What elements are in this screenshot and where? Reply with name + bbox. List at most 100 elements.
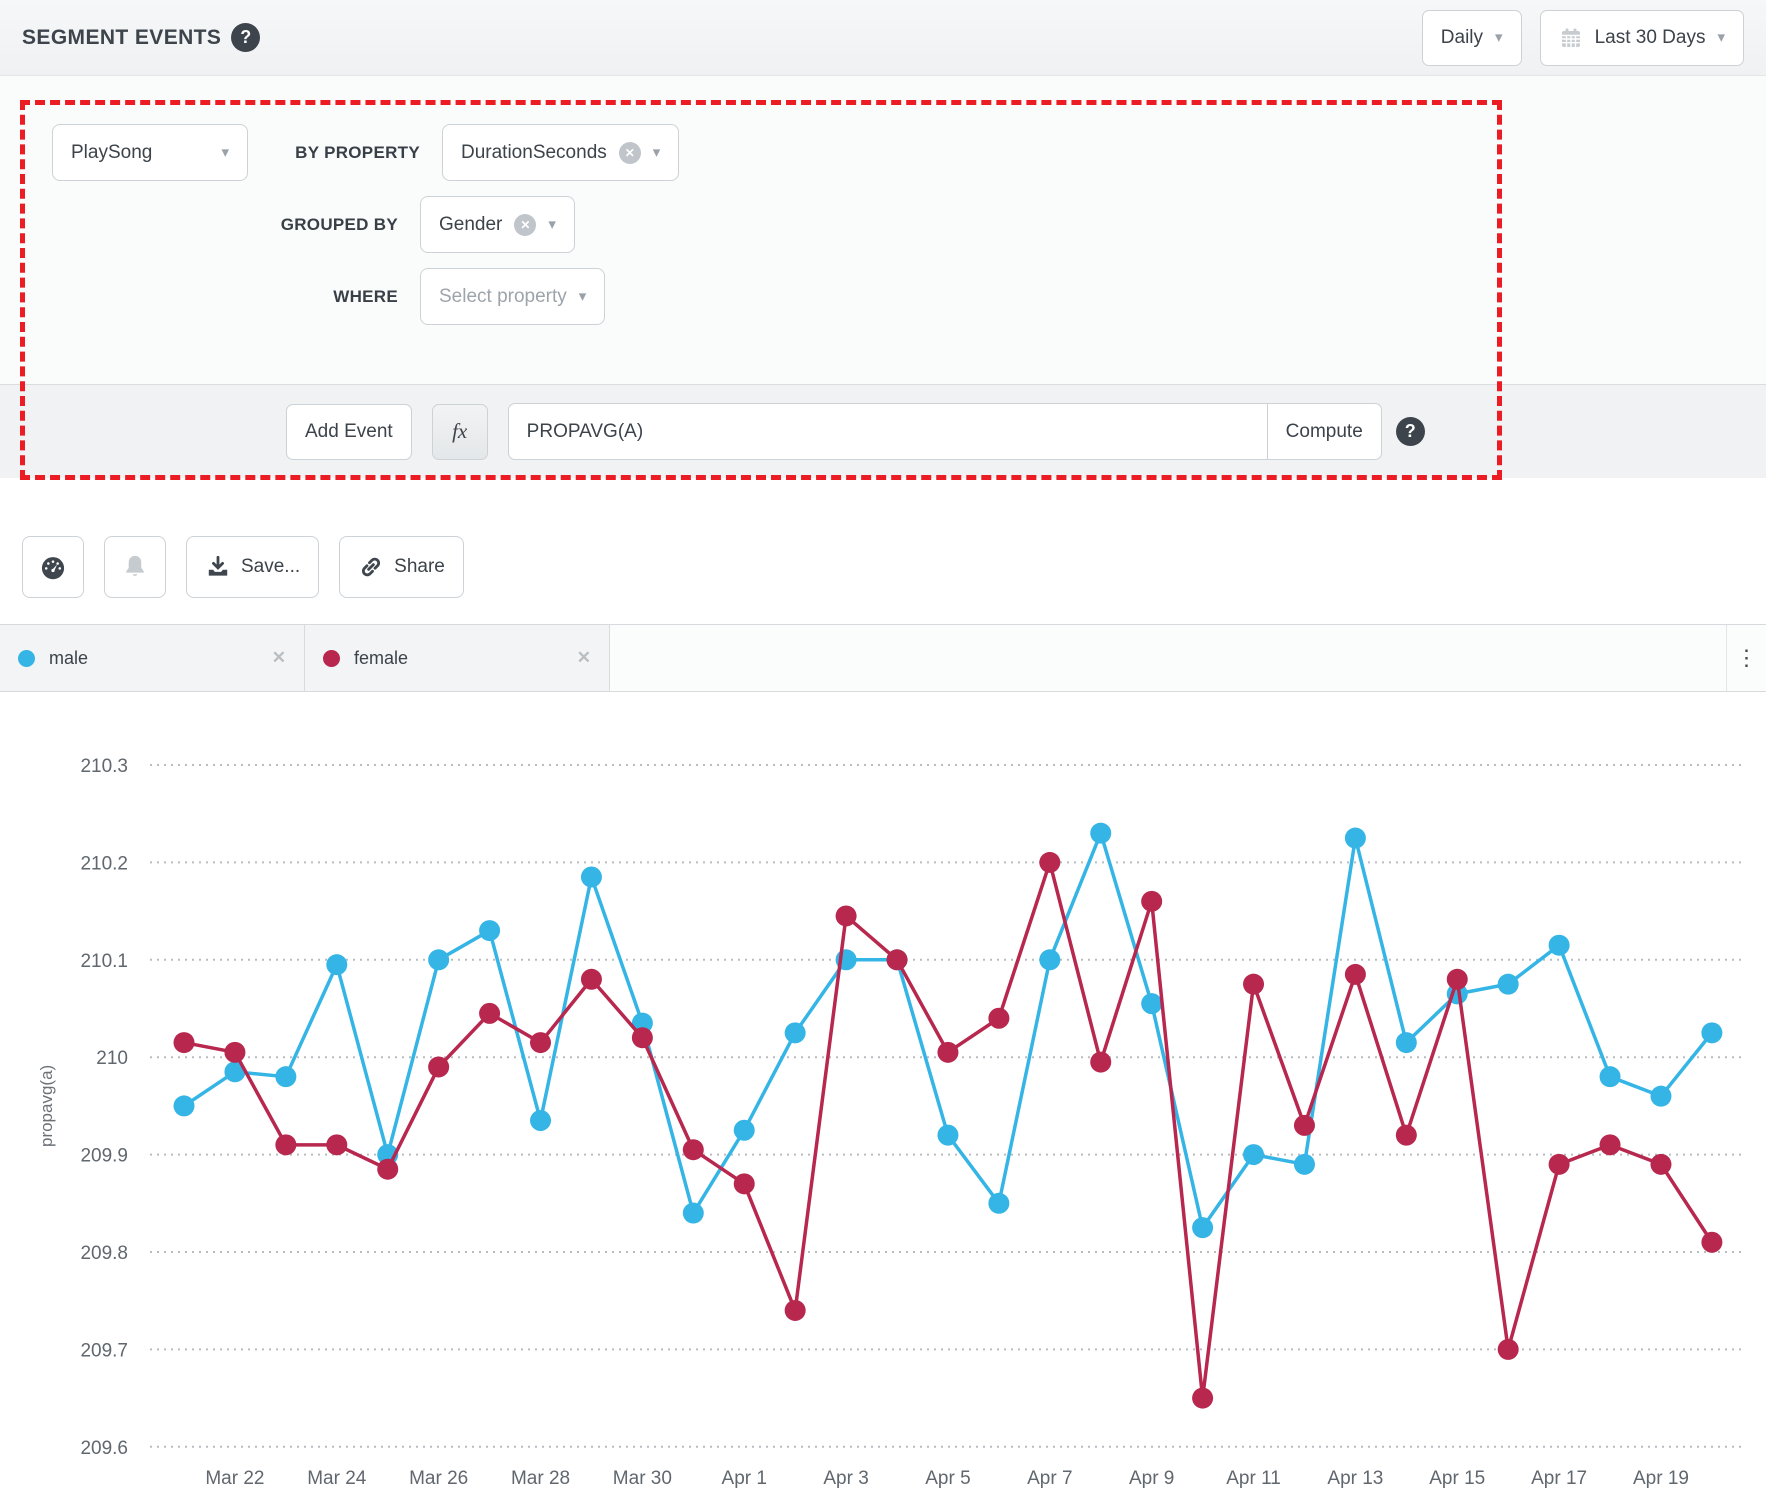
legend-tabs: male ✕ female ✕ ⋮ xyxy=(0,624,1766,692)
by-property-dropdown[interactable]: DurationSeconds ✕ ▾ xyxy=(442,124,680,181)
x-tick-label: Apr 9 xyxy=(1129,1468,1174,1489)
data-point-female xyxy=(1293,1114,1315,1136)
data-point-female xyxy=(1192,1387,1214,1409)
query-row-where: WHERE Select property ▾ xyxy=(30,268,1766,325)
data-point-female xyxy=(1599,1134,1621,1156)
data-point-male xyxy=(1344,827,1366,849)
data-point-male xyxy=(1243,1144,1265,1166)
formula-help-icon[interactable]: ? xyxy=(1395,417,1425,446)
y-tick-label: 209.7 xyxy=(80,1340,128,1361)
data-point-male xyxy=(530,1110,552,1132)
query-rows: PlaySong ▾ BY PROPERTY DurationSeconds ✕… xyxy=(0,76,1766,325)
data-point-female xyxy=(1548,1153,1570,1175)
kebab-menu-icon[interactable]: ⋮ xyxy=(1726,625,1766,691)
dashboard-button[interactable] xyxy=(22,536,84,598)
chevron-down-icon: ▾ xyxy=(221,144,229,161)
data-point-female xyxy=(326,1134,348,1156)
data-point-male xyxy=(682,1202,704,1224)
formula-fx-button[interactable]: fx xyxy=(431,403,488,460)
y-axis-title: propavg(a) xyxy=(37,1065,56,1147)
share-label: Share xyxy=(394,556,445,577)
chart-svg[interactable]: 210.3 210.2 210.1 210 209.9 209.8 209.7 209.6 pr… xyxy=(0,692,1766,1508)
granularity-label: Daily xyxy=(1440,26,1484,48)
gauge-icon xyxy=(39,553,67,581)
x-tick-label: Apr 13 xyxy=(1327,1468,1383,1489)
query-row-event: PlaySong ▾ BY PROPERTY DurationSeconds ✕… xyxy=(30,124,1766,181)
formula-group: Compute xyxy=(507,403,1382,460)
y-tick-label: 210.3 xyxy=(80,756,128,777)
grouped-by-label: GROUPED BY xyxy=(280,214,398,234)
data-point-male xyxy=(1141,993,1163,1015)
x-tick-label: Mar 26 xyxy=(409,1468,468,1489)
data-point-female xyxy=(631,1027,653,1049)
data-point-male xyxy=(1701,1022,1723,1044)
data-point-male xyxy=(428,949,450,971)
formula-input[interactable] xyxy=(507,403,1268,460)
data-point-male xyxy=(173,1095,195,1117)
x-tick-label: Apr 19 xyxy=(1633,1468,1689,1489)
save-label: Save... xyxy=(241,556,301,577)
calendar-icon xyxy=(1559,26,1583,50)
share-button[interactable]: Share xyxy=(339,536,464,598)
data-point-female xyxy=(733,1173,755,1195)
x-tick-label: Mar 24 xyxy=(307,1468,367,1489)
data-point-male xyxy=(937,1124,959,1146)
data-point-female xyxy=(1344,963,1366,985)
page-title: SEGMENT EVENTS xyxy=(22,25,222,49)
legend-tab-female[interactable]: female ✕ xyxy=(305,625,610,691)
x-tick-label: Apr 1 xyxy=(722,1468,767,1489)
fx-icon: fx xyxy=(452,419,468,443)
close-icon[interactable]: ✕ xyxy=(576,648,591,667)
save-button[interactable]: Save... xyxy=(186,536,320,598)
x-tick-label: Apr 17 xyxy=(1531,1468,1587,1489)
event-dropdown[interactable]: PlaySong ▾ xyxy=(52,124,248,181)
legend-tab-male[interactable]: male ✕ xyxy=(0,625,305,691)
data-point-female xyxy=(428,1056,450,1078)
data-point-female xyxy=(173,1032,195,1054)
data-point-male xyxy=(784,1022,806,1044)
data-point-male xyxy=(326,954,348,976)
data-point-female xyxy=(1395,1124,1417,1146)
data-point-male xyxy=(1548,934,1570,956)
data-point-female xyxy=(275,1134,297,1156)
data-point-female xyxy=(580,968,602,990)
data-point-male xyxy=(733,1119,755,1141)
event-dropdown-value: PlaySong xyxy=(71,141,153,163)
x-tick-label: Apr 11 xyxy=(1226,1468,1281,1489)
remove-group-icon[interactable]: ✕ xyxy=(514,213,537,236)
compute-button[interactable]: Compute xyxy=(1267,403,1382,460)
granularity-dropdown[interactable]: Daily ▾ xyxy=(1421,9,1522,66)
data-point-female xyxy=(835,905,857,927)
y-tick-label: 209.9 xyxy=(80,1146,128,1167)
data-point-male xyxy=(1395,1032,1417,1054)
where-dropdown[interactable]: Select property ▾ xyxy=(420,268,606,325)
date-range-dropdown[interactable]: Last 30 Days ▾ xyxy=(1539,9,1744,66)
link-icon xyxy=(358,554,384,580)
data-point-male xyxy=(1599,1066,1621,1088)
data-point-male xyxy=(1293,1153,1315,1175)
chevron-down-icon: ▾ xyxy=(1495,29,1503,46)
data-point-male xyxy=(1039,949,1061,971)
data-point-female xyxy=(1701,1231,1723,1253)
y-tick-label: 210.1 xyxy=(80,951,128,972)
data-point-male xyxy=(1650,1085,1672,1107)
alerts-button[interactable] xyxy=(104,536,166,598)
top-header: SEGMENT EVENTS ? Daily ▾ Last 30 Days ▾ xyxy=(0,0,1766,76)
help-icon[interactable]: ? xyxy=(231,23,261,52)
series-color-dot xyxy=(323,649,340,667)
y-tick-label: 210.2 xyxy=(80,853,128,874)
grouped-by-dropdown[interactable]: Gender ✕ ▾ xyxy=(420,196,575,253)
x-tick-label: Apr 7 xyxy=(1027,1468,1072,1489)
x-tick-label: Apr 3 xyxy=(823,1468,868,1489)
chevron-down-icon: ▾ xyxy=(652,144,661,161)
data-point-male xyxy=(224,1061,246,1083)
x-tick-label: Apr 15 xyxy=(1429,1468,1485,1489)
data-point-female xyxy=(1497,1338,1519,1360)
add-event-button[interactable]: Add Event xyxy=(286,403,412,460)
series-color-dot xyxy=(18,649,35,667)
y-tick-label: 209.8 xyxy=(80,1243,128,1264)
add-event-label: Add Event xyxy=(305,420,393,442)
remove-property-icon[interactable]: ✕ xyxy=(618,141,641,164)
line-chart: 210.3 210.2 210.1 210 209.9 209.8 209.7 209.6 pr… xyxy=(0,692,1766,1508)
close-icon[interactable]: ✕ xyxy=(271,648,286,667)
